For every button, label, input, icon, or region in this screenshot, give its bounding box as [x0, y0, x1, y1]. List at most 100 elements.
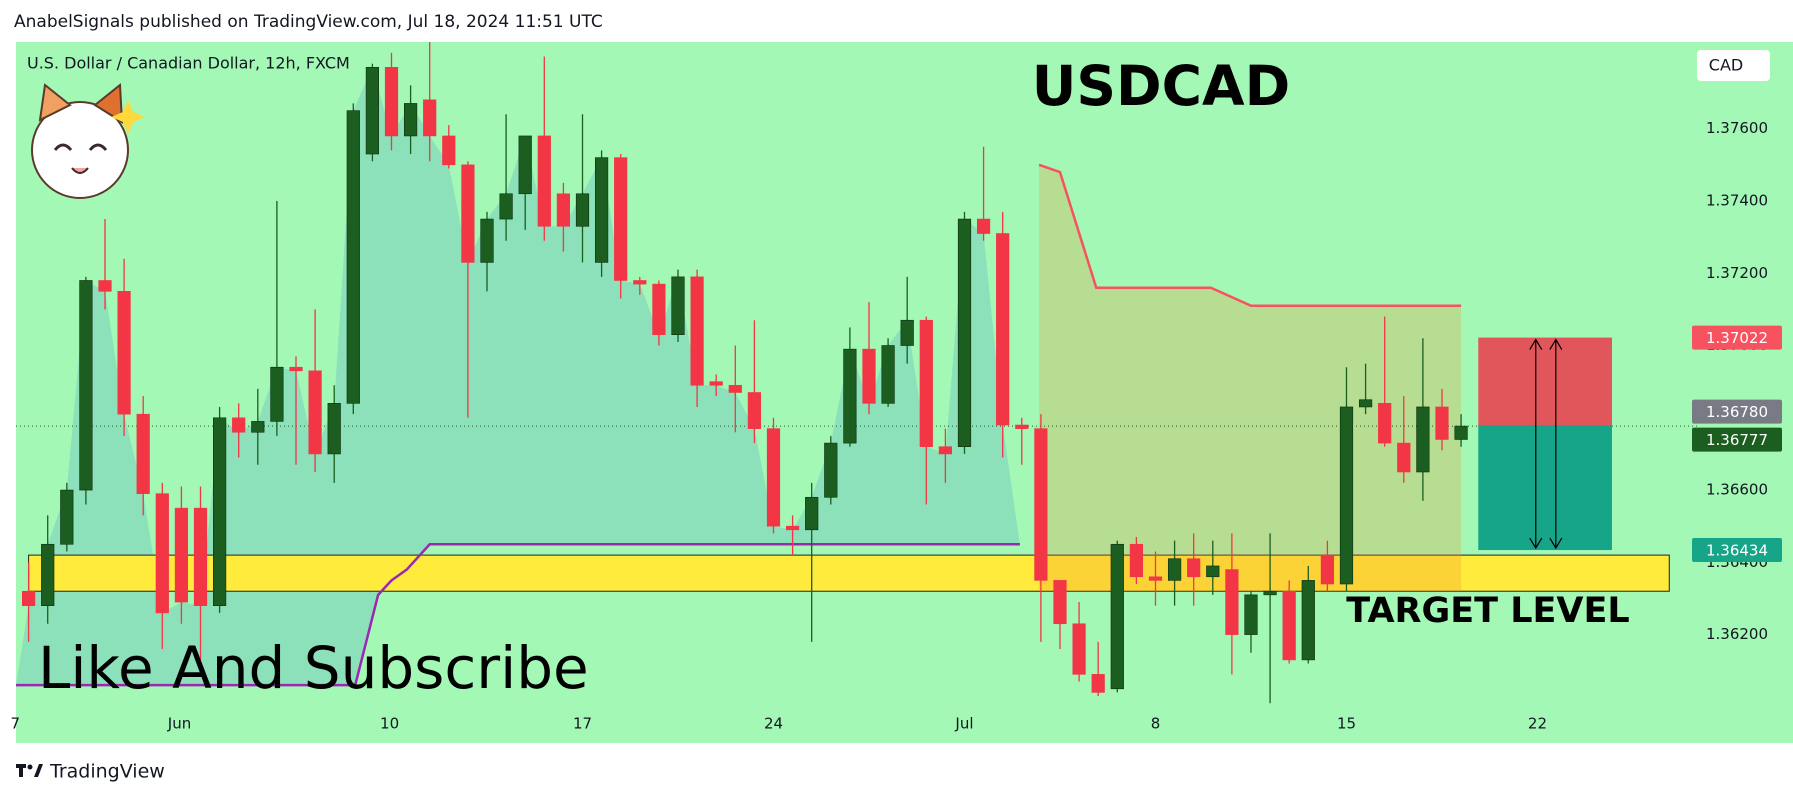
mascot-mouth: [71, 167, 89, 174]
mascot-ear: [38, 83, 72, 122]
y-tick-label: 1.37600: [1706, 119, 1768, 137]
candle-body: [212, 417, 227, 606]
target-level-annotation: TARGET LEVEL: [1346, 591, 1629, 631]
price-tag-label: 1.36434: [1706, 542, 1768, 560]
currency-label: CAD: [1709, 56, 1743, 75]
logo-part: [27, 764, 33, 770]
range-arrow: [1549, 338, 1563, 550]
candle-body: [22, 590, 36, 606]
candle-body: [766, 428, 781, 527]
candle-body: [308, 370, 322, 455]
candle-body: [79, 280, 93, 491]
candle-body: [1091, 674, 1105, 693]
price-tag-label: 1.37022: [1706, 329, 1768, 347]
mascot-ear: [93, 83, 124, 124]
candle-body: [403, 103, 418, 137]
price-area: [16, 67, 1020, 686]
candle-body: [1416, 406, 1430, 473]
candle-body: [1015, 424, 1029, 429]
x-tick-label: 22: [1528, 715, 1547, 733]
candle-body: [365, 66, 380, 155]
candle-body: [1225, 569, 1239, 635]
price-tag: [1692, 427, 1782, 452]
candle-body: [862, 348, 876, 404]
price-tag: [1692, 538, 1782, 563]
target-zone: [1478, 425, 1612, 551]
candle-body: [1301, 580, 1315, 661]
candle-body: [1148, 576, 1163, 581]
plot-layer: 1.376001.374001.372001.370001.368001.366…: [10, 42, 1782, 733]
price-tag-label: 1.36780: [1706, 403, 1768, 421]
candle-body: [1378, 403, 1392, 444]
candle-body: [442, 135, 456, 166]
mascot-eyes: [53, 143, 108, 151]
candle-body: [518, 135, 532, 195]
x-tick-label: 8: [1151, 715, 1161, 733]
indicator-line: [16, 543, 1020, 687]
publish-header: AnabelSignals published on TradingView.c…: [14, 12, 603, 32]
candle-body: [1358, 399, 1373, 408]
candle-body: [1034, 428, 1048, 581]
footer-logo: [16, 764, 43, 777]
candle-body: [633, 280, 647, 285]
mascot: [31, 83, 145, 199]
candle-body: [1187, 558, 1201, 578]
price-tag: [1692, 325, 1782, 350]
candle-body: [575, 193, 590, 227]
candle-body: [136, 413, 150, 494]
stop-zone: [1478, 337, 1612, 426]
candle-body: [938, 446, 952, 455]
currency-button[interactable]: [1697, 50, 1770, 81]
cloud-area: [1038, 164, 1462, 592]
subscribe-annotation: Like And Subscribe: [38, 634, 589, 702]
y-tick-label: 1.37200: [1706, 264, 1768, 282]
candle-body: [41, 543, 55, 606]
price-tag: [1692, 399, 1782, 424]
candle-body: [614, 157, 628, 281]
price-tag-label: 1.36777: [1706, 431, 1768, 449]
candle-body: [728, 384, 742, 393]
candle-body: [594, 157, 609, 263]
candle-body: [327, 403, 341, 455]
y-tick-label: 1.36200: [1706, 625, 1768, 643]
candle-body: [919, 319, 933, 448]
chart-title: USDCAD: [1032, 54, 1291, 118]
candle-body: [155, 493, 169, 614]
candle-body: [556, 193, 571, 227]
y-tick-label: 1.37400: [1706, 191, 1768, 209]
candle-body: [1053, 580, 1067, 625]
candle-body: [996, 233, 1010, 426]
candle-body: [232, 417, 246, 433]
footer-brand: TradingView: [49, 761, 165, 783]
candle-body: [1282, 590, 1296, 661]
candle-body: [1454, 425, 1468, 440]
candle-body: [900, 319, 914, 346]
mascot-head: [31, 101, 129, 199]
candle-body: [671, 276, 685, 335]
x-tick-label: 15: [1337, 715, 1356, 733]
logo-part: [19, 764, 23, 777]
candle-body: [1129, 543, 1143, 578]
candle-body: [1072, 623, 1086, 675]
candle-body: [60, 489, 74, 545]
candle-body: [1339, 406, 1354, 585]
candle-body: [117, 291, 131, 415]
x-tick-label: 17: [573, 715, 592, 733]
x-tick-label: Jun: [167, 715, 191, 733]
candle-body: [193, 507, 208, 606]
candle-body: [1263, 590, 1277, 596]
candle-body: [423, 99, 437, 137]
candle-body: [824, 442, 838, 498]
y-tick-label: 1.36600: [1706, 481, 1768, 499]
candle-body: [785, 525, 800, 531]
candle-body: [976, 218, 991, 234]
candle-body: [881, 345, 895, 404]
candle-body: [1167, 558, 1182, 581]
candle-body: [652, 283, 666, 335]
candle-body: [98, 280, 112, 292]
candle-body: [346, 110, 360, 404]
candle-body: [251, 421, 265, 433]
x-tick-label: Jul: [954, 715, 973, 733]
x-tick-label: 24: [764, 715, 783, 733]
